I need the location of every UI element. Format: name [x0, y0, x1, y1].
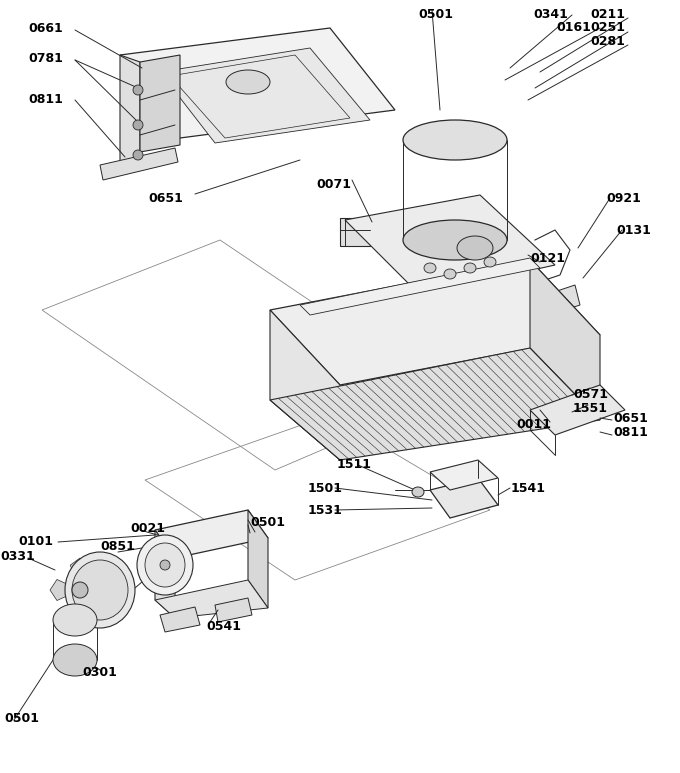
Polygon shape — [430, 478, 498, 518]
Polygon shape — [50, 580, 80, 601]
Polygon shape — [120, 55, 140, 168]
Text: 0161: 0161 — [556, 21, 591, 34]
Polygon shape — [345, 195, 555, 295]
Polygon shape — [155, 510, 268, 558]
Text: 0541: 0541 — [206, 620, 241, 633]
Ellipse shape — [145, 543, 185, 587]
Polygon shape — [120, 28, 395, 138]
Polygon shape — [545, 285, 580, 315]
Polygon shape — [160, 607, 200, 632]
Ellipse shape — [53, 604, 97, 636]
Text: 0331: 0331 — [0, 550, 35, 563]
Polygon shape — [70, 558, 90, 590]
Polygon shape — [248, 510, 268, 608]
Text: 0651: 0651 — [148, 192, 183, 205]
Text: 1531: 1531 — [308, 504, 343, 517]
Ellipse shape — [484, 257, 496, 267]
Ellipse shape — [160, 560, 170, 570]
Polygon shape — [140, 55, 180, 152]
Ellipse shape — [412, 487, 424, 497]
Text: 0251: 0251 — [590, 21, 625, 34]
Polygon shape — [270, 310, 340, 460]
Polygon shape — [300, 258, 540, 315]
Ellipse shape — [137, 535, 193, 595]
Text: 0571: 0571 — [573, 388, 608, 401]
Polygon shape — [70, 590, 90, 622]
Text: 0781: 0781 — [28, 52, 63, 65]
Polygon shape — [270, 348, 600, 460]
Text: 0131: 0131 — [616, 224, 651, 237]
Text: 0501: 0501 — [250, 516, 285, 529]
Polygon shape — [160, 48, 370, 143]
Ellipse shape — [226, 70, 270, 94]
Polygon shape — [100, 148, 178, 180]
Text: 0301: 0301 — [82, 666, 117, 679]
Polygon shape — [215, 598, 252, 622]
Polygon shape — [530, 385, 625, 435]
Ellipse shape — [457, 236, 493, 260]
Text: 0281: 0281 — [590, 35, 625, 48]
Polygon shape — [270, 260, 600, 385]
Polygon shape — [155, 580, 268, 618]
FancyBboxPatch shape — [340, 218, 370, 246]
Polygon shape — [155, 530, 175, 618]
Text: 0341: 0341 — [533, 8, 568, 21]
Text: 1551: 1551 — [573, 402, 608, 415]
Ellipse shape — [403, 220, 507, 260]
Polygon shape — [430, 460, 498, 490]
Text: 0121: 0121 — [530, 252, 565, 265]
Text: 0501: 0501 — [4, 712, 39, 725]
Text: 0071: 0071 — [316, 178, 351, 191]
Text: 0811: 0811 — [613, 426, 648, 439]
Text: 0501: 0501 — [418, 8, 453, 21]
Ellipse shape — [464, 263, 476, 273]
Ellipse shape — [133, 150, 143, 160]
Text: 0021: 0021 — [130, 522, 165, 535]
Text: 0011: 0011 — [516, 418, 551, 431]
Text: 0811: 0811 — [28, 93, 63, 106]
Text: 0851: 0851 — [100, 540, 135, 553]
Ellipse shape — [65, 552, 135, 628]
Text: 0651: 0651 — [613, 412, 648, 425]
Polygon shape — [80, 580, 110, 601]
Text: 0661: 0661 — [28, 22, 63, 35]
Text: 0101: 0101 — [18, 535, 53, 548]
Text: 0921: 0921 — [606, 192, 641, 205]
Text: 0211: 0211 — [590, 8, 625, 21]
Ellipse shape — [133, 85, 143, 95]
Ellipse shape — [444, 269, 456, 279]
Ellipse shape — [403, 120, 507, 160]
Ellipse shape — [424, 263, 436, 273]
Text: 1511: 1511 — [337, 458, 372, 471]
Ellipse shape — [72, 582, 88, 598]
Ellipse shape — [53, 644, 97, 676]
Polygon shape — [530, 260, 600, 420]
Ellipse shape — [72, 560, 128, 620]
Text: 1501: 1501 — [308, 482, 343, 495]
Text: 1541: 1541 — [511, 482, 546, 495]
Ellipse shape — [133, 120, 143, 130]
